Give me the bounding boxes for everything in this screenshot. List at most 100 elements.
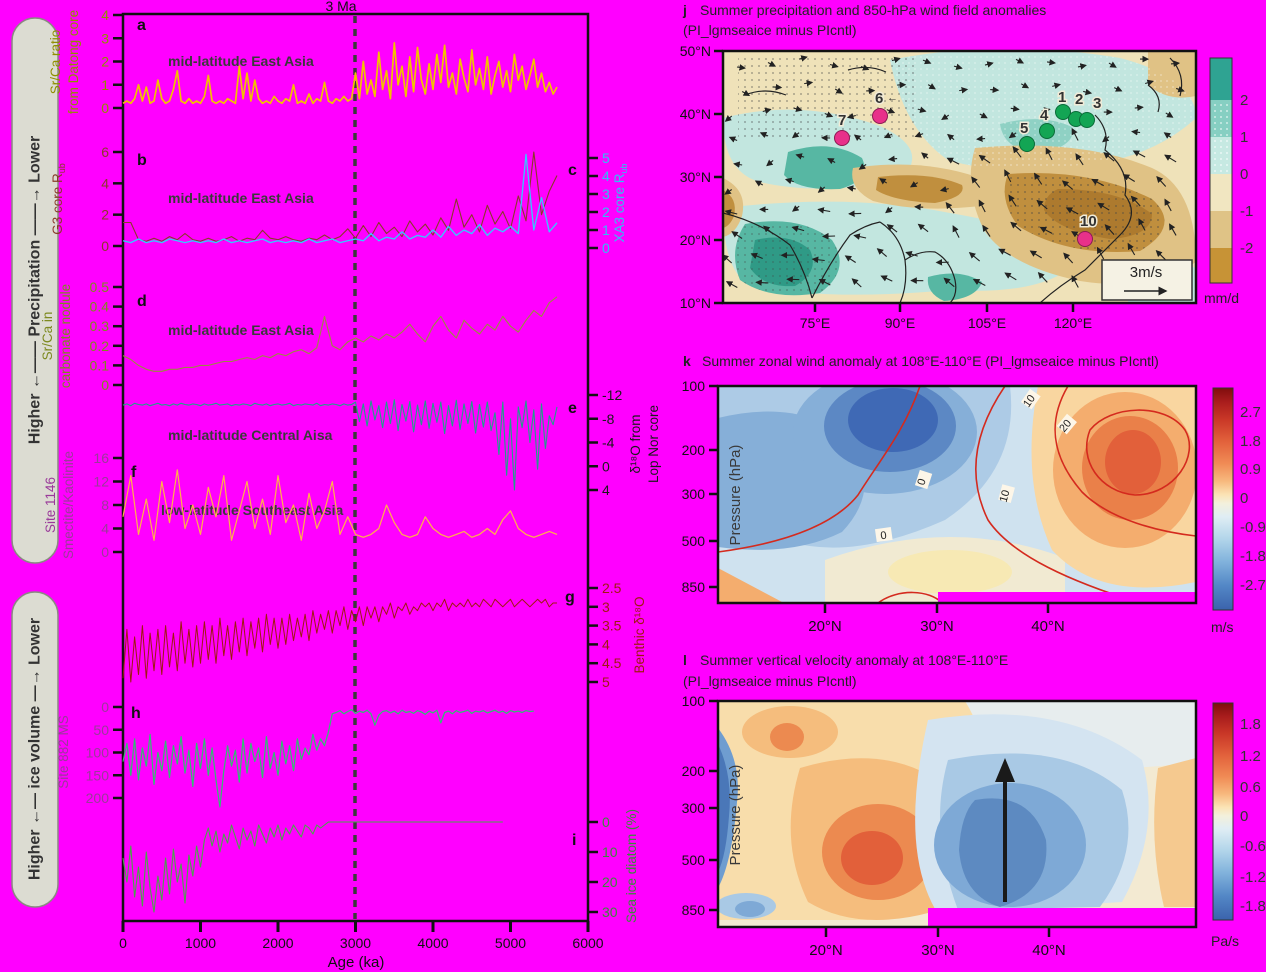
tick-label-c: 5: [602, 150, 610, 166]
section-l-colorbar-unit: Pa/s: [1211, 933, 1239, 949]
ascent-arrow: [995, 758, 1015, 902]
wind-arrow: [759, 131, 769, 139]
map-colorbar: 2 1 0 -1 -2: [1209, 57, 1253, 284]
age-tick-label: 6000: [572, 935, 603, 951]
reference-vector-box: 3m/s: [1101, 259, 1193, 301]
contour-label: 0: [915, 477, 928, 487]
pressure-tick-label: 200: [682, 763, 706, 779]
age-tick-label: 2000: [262, 935, 293, 951]
colorbar-label: 0: [1240, 490, 1248, 507]
panel-l-title-line2: (PI_lgmseaice minus PIcntl): [683, 673, 857, 689]
wind-arrow: [952, 225, 960, 238]
panel-j-map: j Summer precipitation and 850-hPa wind …: [680, 2, 1254, 331]
wind-arrow: [947, 133, 955, 141]
wind-arrow: [971, 176, 981, 188]
wind-arrow: [921, 152, 929, 160]
age-tick-label: 0: [119, 935, 127, 951]
wind-arrow: [1096, 246, 1105, 260]
wind-arrow: [879, 178, 888, 185]
series-c: [122, 153, 558, 244]
section-k-colorbar-labels: 2.7 1.8 0.9 0 -0.9 -1.8 -2.7: [1240, 404, 1266, 594]
contour-label-bg: [998, 484, 1015, 504]
wind-arrow: [1036, 199, 1048, 210]
wind-arrow: [1077, 63, 1087, 70]
latitude-tick-label: 30°N: [921, 942, 955, 959]
axis-title-d: carbonate nodule: [58, 284, 73, 388]
colorbar-segment: [1210, 58, 1232, 100]
section-l-colorbar-labels: 1.8 1.2 0.6 0 -0.6 -1.2 -1.8: [1240, 716, 1266, 915]
axis-title-e: Lop Nor core: [646, 405, 661, 483]
wind-arrow: [724, 209, 738, 216]
tick-label-e: -8: [602, 411, 615, 427]
panel-l-pressure-label: Pressure (hPa): [727, 765, 744, 866]
tick-label-d: 0.4: [90, 299, 110, 315]
tick-label-h: 50: [93, 722, 109, 738]
site-number-1: 1: [1058, 89, 1066, 106]
tick-label-e: -12: [602, 387, 622, 403]
tick-label-c: 0: [602, 240, 610, 256]
wind-arrow: [880, 275, 893, 282]
panel-letter-b: b: [137, 152, 147, 169]
tick-label-b: 6: [101, 144, 109, 160]
colorbar-label: 1.2: [1240, 748, 1261, 765]
series-a: [122, 42, 558, 105]
wind-arrow: [766, 159, 774, 167]
wind-arrow: [1175, 86, 1185, 93]
tick-label-f: 4: [101, 521, 109, 537]
tick-label-g: 2.5: [602, 580, 622, 596]
tick-label-g: 4.5: [602, 655, 622, 671]
colorbar-label: 1.8: [1240, 716, 1261, 733]
latitude-tick-label: 30°N: [920, 618, 954, 635]
wind-arrow: [1061, 180, 1074, 190]
colorbar-label: -1.8: [1240, 548, 1266, 565]
series-i: [122, 821, 503, 913]
series-b: [123, 151, 558, 242]
wind-arrow: [1083, 88, 1093, 96]
contour-label-bg: [874, 526, 893, 543]
tick-label-g: 5: [602, 674, 610, 690]
tick-label-f: 0: [101, 544, 109, 560]
wind-arrow: [1163, 132, 1172, 139]
panel-letter-e: e: [568, 400, 577, 417]
ice-volume-pill-label: Higher ←— ice volume —→ Lower: [27, 618, 44, 880]
axis-title-h: Site 882 MS: [56, 715, 71, 789]
wind-arrow: [1045, 147, 1053, 161]
wind-arrow: [1108, 61, 1117, 68]
wind-arrow: [886, 224, 898, 233]
region-title-b: mid-latitude East Asia: [168, 190, 314, 206]
tick-label-e: -4: [602, 435, 615, 451]
tick-label-a: 1: [101, 77, 109, 93]
site-marker-pink-7: [834, 130, 850, 146]
panel-j-letter: j: [682, 2, 687, 18]
wind-arrow: [891, 56, 901, 64]
pressure-tick-label: 500: [682, 533, 706, 549]
wind-arrow: [976, 135, 986, 143]
axis-title-d: Sr/Ca in: [40, 312, 55, 361]
tick-label-h: 150: [86, 767, 110, 783]
contour-label: 10: [998, 489, 1013, 504]
panel-letter-g: g: [565, 589, 575, 606]
site-number-2: 2: [1075, 91, 1083, 108]
latitude-tick-label: 20°N: [809, 942, 843, 959]
tick-label-e: 0: [602, 458, 610, 474]
wind-arrow: [858, 163, 867, 170]
wind-arrow: [1020, 82, 1030, 89]
tick-label-c: 3: [602, 186, 610, 202]
tick-label-h: 200: [86, 790, 110, 806]
site-number-10: 10: [1080, 213, 1097, 230]
panel-j-title-line2: (PI_lgmseaice minus PIcntl): [683, 22, 857, 38]
wind-arrow: [795, 153, 805, 160]
wind-arrow: [792, 205, 800, 212]
reference-vector-label: 3m/s: [1130, 264, 1163, 281]
tick-label-f: 16: [93, 450, 109, 466]
series-d: [122, 296, 558, 372]
panel-k-title: Summer zonal wind anomaly at 108°E-110°E…: [702, 353, 1159, 369]
pressure-tick-label: 300: [682, 800, 706, 816]
wind-arrow: [750, 252, 763, 260]
wind-arrow: [767, 60, 777, 67]
wind-arrow: [791, 225, 805, 232]
wind-arrow: [1102, 135, 1110, 143]
wind-arrow: [860, 64, 870, 71]
wind-arrow: [927, 83, 936, 90]
